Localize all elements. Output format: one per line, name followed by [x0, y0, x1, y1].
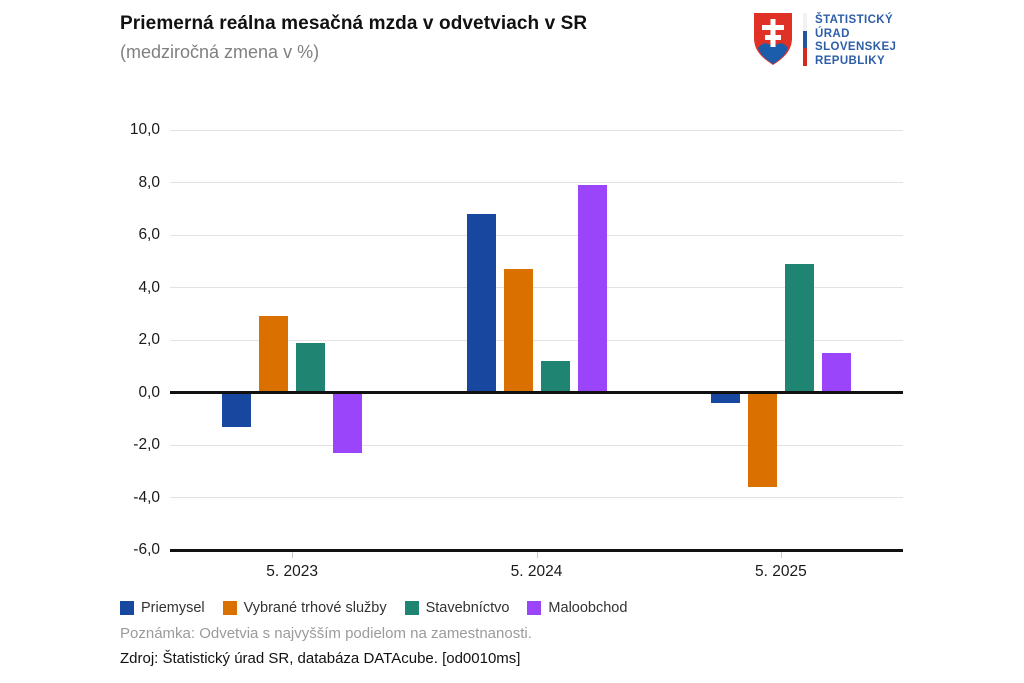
statistical-office-logo: ŠTATISTICKÝ ÚRAD SLOVENSKEJ REPUBLIKY	[752, 12, 896, 68]
chart-source: Zdroj: Štatistický úrad SR, databáza DAT…	[120, 650, 521, 667]
bottom-axis-line	[170, 548, 903, 552]
y-axis-tick-label: 6,0	[138, 226, 160, 243]
legend-item-stavebn-ctvo: Stavebníctvo	[404, 600, 510, 616]
legend-swatch-icon	[527, 601, 542, 615]
x-axis-tick	[292, 552, 294, 558]
y-axis-tick-label: 2,0	[138, 331, 160, 348]
slovak-coat-of-arms-icon	[754, 13, 792, 65]
gridline	[170, 444, 903, 446]
stripe-red	[803, 48, 807, 67]
legend-label: Stavebníctvo	[425, 600, 510, 616]
bar-vybran-trhov-slu-by-52025	[747, 392, 777, 487]
logo-org-name: ŠTATISTICKÝ ÚRAD SLOVENSKEJ REPUBLIKY	[815, 12, 896, 68]
gridline	[170, 287, 903, 288]
gridline	[170, 497, 903, 498]
bar-maloobchod-52024	[577, 185, 607, 393]
zero-axis-line	[170, 391, 903, 394]
bar-maloobchod-52025	[821, 353, 851, 393]
legend-swatch-icon	[222, 601, 237, 615]
legend-item-maloobchod: Maloobchod	[527, 600, 627, 616]
bar-priemysel-52024	[466, 214, 496, 393]
legend-swatch-icon	[404, 601, 419, 615]
legend-item-vybran-trhov-slu-by: Vybrané trhové služby	[222, 600, 387, 616]
x-axis-tick	[780, 552, 782, 558]
legend-label: Maloobchod	[548, 600, 628, 616]
y-axis-tick-label: -6,0	[133, 541, 160, 558]
gridline	[170, 339, 903, 341]
y-axis-tick-label: 0,0	[138, 383, 160, 401]
x-axis-tick-label: 5. 2023	[266, 563, 319, 580]
x-axis-tick	[536, 552, 538, 558]
chart-note: Poznámka: Odvetvia s najvyšším podielom …	[120, 625, 532, 642]
bar-stavebn-ctvo-52023	[296, 342, 326, 393]
x-axis-tick-label: 5. 2025	[754, 563, 807, 580]
y-axis-tick-label: 10,0	[129, 121, 160, 138]
x-axis-tick-label: 5. 2024	[510, 563, 563, 580]
y-axis-tick-label: 4,0	[138, 278, 160, 296]
bar-vybran-trhov-slu-by-52024	[503, 269, 533, 393]
logo-line-2: ÚRAD	[815, 27, 850, 40]
bar-vybran-trhov-slu-by-52023	[259, 316, 289, 393]
gridline	[170, 129, 903, 131]
bar-priemysel-52025	[710, 392, 740, 403]
bar-maloobchod-52023	[333, 392, 363, 453]
y-axis-tick-label: 8,0	[138, 173, 160, 191]
chart-title: Priemerná reálna mesačná mzda v odvetvia…	[120, 13, 588, 34]
chart-legend: Priemysel Vybrané trhové služby Stavebníct…	[120, 600, 627, 616]
bar-priemysel-52023	[222, 392, 252, 427]
y-axis-tick-label: -4,0	[133, 488, 160, 506]
legend-item-priemysel: Priemysel	[120, 600, 205, 616]
legend-swatch-icon	[120, 601, 134, 615]
logo-line-3: SLOVENSKEJ	[815, 41, 897, 53]
stripe-blue	[803, 30, 807, 49]
y-axis-tick-label: -2,0	[133, 436, 160, 453]
stripe-white	[803, 13, 807, 31]
gridline	[170, 234, 903, 236]
logo-line-4: REPUBLIKY	[815, 54, 886, 67]
chart-subtitle: (medziročná zmena v %)	[120, 42, 320, 62]
legend-label: Priemysel	[141, 600, 205, 616]
tricolor-stripe	[803, 13, 807, 67]
bar-stavebn-ctvo-52025	[784, 263, 814, 393]
legend-label: Vybrané trhové služby	[243, 600, 387, 616]
logo-line-1: ŠTATISTICKÝ	[815, 14, 894, 26]
gridline	[170, 182, 903, 183]
bar-stavebn-ctvo-52024	[540, 361, 570, 393]
